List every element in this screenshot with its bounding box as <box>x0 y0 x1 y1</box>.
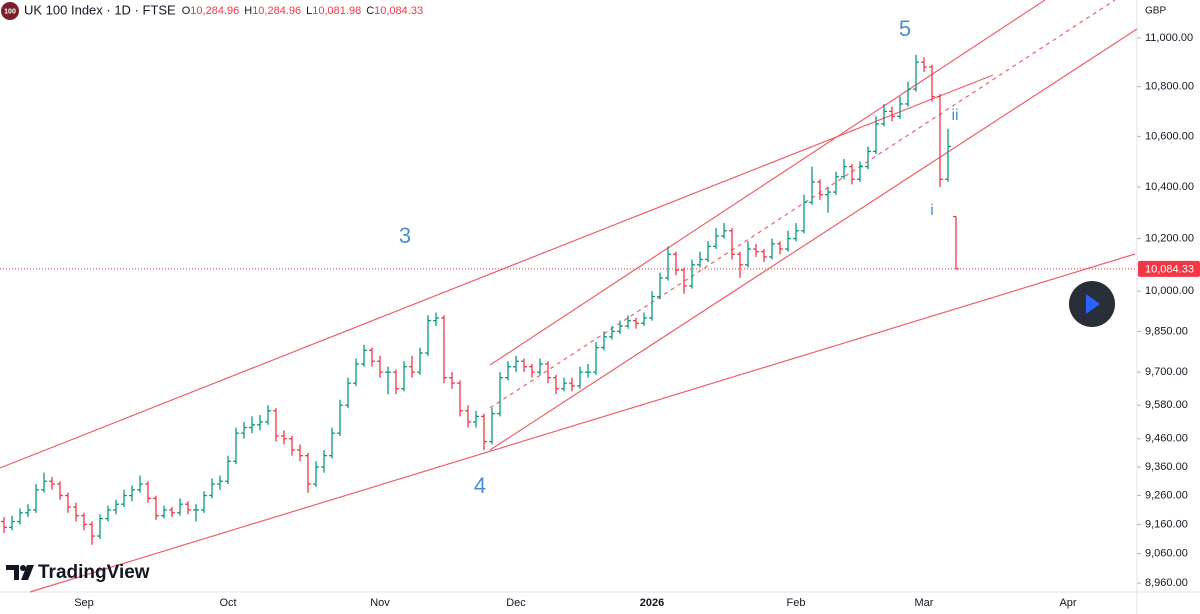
x-tick-label: Nov <box>370 597 390 609</box>
x-tick-label: Sep <box>74 597 94 609</box>
symbol-badge-bg <box>1 2 19 20</box>
y-tick-label: 9,700.00 <box>1145 366 1188 378</box>
y-tick-label: 10,000.00 <box>1145 285 1194 297</box>
legend-value: 10,284.96 <box>252 5 301 17</box>
x-tick-label: Dec <box>506 597 526 609</box>
y-tick-label: 9,580.00 <box>1145 399 1188 411</box>
y-tick-label: 9,260.00 <box>1145 489 1188 501</box>
y-tick-label: 9,060.00 <box>1145 547 1188 559</box>
trend-lines <box>0 0 1138 593</box>
logo-mark <box>6 565 19 580</box>
x-tick-label: Apr <box>1059 597 1076 609</box>
y-tick-label: 10,200.00 <box>1145 232 1194 244</box>
logo-mark <box>21 565 34 580</box>
legend-key: C <box>366 5 374 17</box>
y-tick-label: 10,400.00 <box>1145 181 1194 193</box>
symbol-badge: 100 <box>4 8 16 15</box>
wave-label: ii <box>951 107 958 124</box>
legend-value: 10,084.33 <box>374 5 423 17</box>
legend-key: H <box>244 5 252 17</box>
y-tick-label: 10,800.00 <box>1145 81 1194 93</box>
legend-value: 10,284.96 <box>190 5 239 17</box>
wave-label: 3 <box>399 223 411 248</box>
trend-line <box>0 74 994 469</box>
trend-line <box>489 28 1138 451</box>
y-tick-label: 9,160.00 <box>1145 518 1188 530</box>
legend-value: 10,081.98 <box>312 5 361 17</box>
chart-title: UK 100 Index · 1D · FTSE <box>24 2 176 17</box>
play-icon <box>1086 294 1100 314</box>
y-tick-label: 9,850.00 <box>1145 325 1188 337</box>
y-tick-label: 9,460.00 <box>1145 433 1188 445</box>
legend-key: O <box>182 5 191 17</box>
trend-line <box>29 253 1136 593</box>
x-tick-label: Oct <box>219 597 236 609</box>
x-tick-label: Mar <box>915 597 934 609</box>
wave-label: i <box>930 202 934 219</box>
bars <box>1 54 959 545</box>
logo-mark <box>20 565 26 571</box>
x-tick-label: Feb <box>787 597 806 609</box>
wave-label: 5 <box>899 16 911 41</box>
trend-line <box>489 0 1046 366</box>
x-tick-label: 2026 <box>640 597 664 609</box>
y-tick-label: 8,960.00 <box>1145 577 1188 589</box>
legend-key: L <box>306 5 312 17</box>
wave-label: 4 <box>474 473 486 498</box>
logo <box>6 565 34 580</box>
y-tick-label: 9,360.00 <box>1145 461 1188 473</box>
y-tick-label: 11,000.00 <box>1145 32 1193 44</box>
currency: GBP <box>1145 6 1166 17</box>
watermark: TradingView <box>38 562 150 583</box>
last-price-box <box>1138 260 1200 277</box>
y-tick-label: 10,600.00 <box>1145 130 1194 142</box>
last-price-label: 10,084.33 <box>1145 263 1194 275</box>
